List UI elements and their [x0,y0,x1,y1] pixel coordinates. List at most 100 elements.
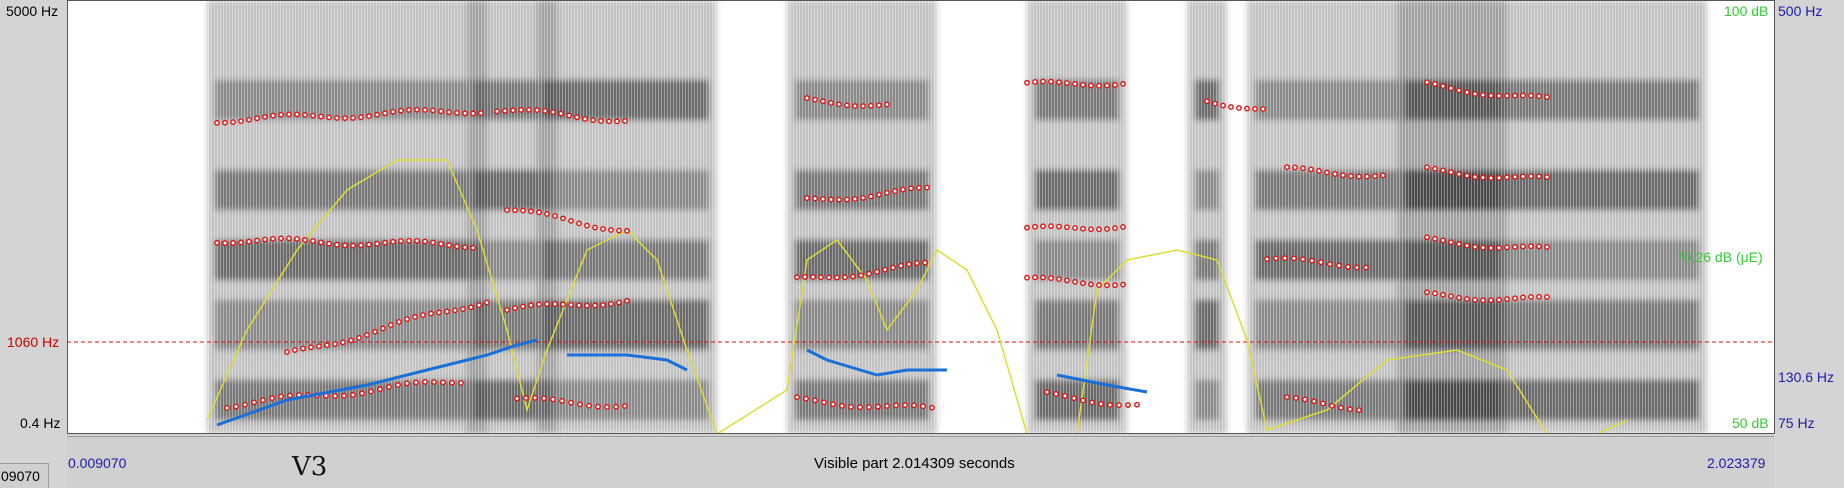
formant-point [1104,226,1110,232]
formant-point [586,402,592,409]
formant-point [1340,172,1346,179]
freq-top-label: 5000 Hz [6,3,59,19]
formant-point [1120,80,1126,87]
time-bar[interactable]: 0.009070 Visible part 2.014309 seconds 2… [67,436,1774,488]
formant-point [890,264,896,271]
formant-point [868,102,874,109]
formant-point [446,242,452,249]
formant-point [1064,224,1070,231]
formant-point [238,239,244,246]
formant-point [372,328,378,335]
formant-point [882,266,888,273]
formant-point [286,235,292,242]
formant-point [1212,100,1218,107]
formant-point [1432,165,1438,172]
formant-point [1520,92,1526,99]
formant-point [1424,234,1430,241]
formant-point [1544,174,1550,180]
formant-point [278,393,284,400]
formant-point [342,242,348,249]
formant-point [1348,173,1354,180]
formant-point [286,111,292,118]
formant-point [608,301,614,307]
tier-start-value: 09070 [1,468,40,484]
visible-part-label[interactable]: Visible part 2.014309 seconds [814,455,1015,472]
pitch-mid-label: 130.6 Hz [1778,369,1835,385]
formant-point [1504,296,1510,302]
formant-point [1204,98,1210,105]
end-time-label[interactable]: 2.023379 [1707,455,1766,471]
formant-point [622,403,628,409]
formant-point [1309,257,1315,264]
spectrogram-panel[interactable] [67,0,1775,434]
formant-point [251,399,257,406]
formant-point [1032,78,1038,85]
formant-point [834,274,840,281]
formant-point [542,107,548,114]
formant-point [230,119,236,126]
formant-point [1072,278,1078,285]
start-time-label[interactable]: 0.009070 [68,455,127,471]
formant-point [818,274,824,281]
formant-point [1332,171,1338,177]
formant-point [422,106,428,113]
formant-point [1380,172,1386,179]
formant-point [1040,274,1046,281]
formant-point [1125,402,1131,408]
formant-point [592,224,598,231]
formant-point [906,261,912,268]
formant-point [568,217,574,224]
formant-point [1424,164,1430,171]
formant-point [318,113,324,120]
formant-point [214,119,220,126]
formant-point [270,235,276,242]
formant-point [1496,296,1502,303]
formant-point [1520,243,1526,250]
formant-point [836,196,842,203]
formant-point [1064,80,1070,86]
formant-point [866,404,872,411]
formant-point [462,244,468,251]
formant-point [1071,395,1077,402]
formant-point [302,111,308,118]
formant-point [262,236,268,243]
formant-point [413,379,419,386]
formant-point [1024,274,1030,281]
formant-point [900,186,906,193]
formant-point [1480,244,1486,251]
formant-point [1088,82,1094,89]
formant-point [804,195,810,201]
formant-point [390,108,396,115]
formant-point [616,227,622,234]
formant-point [606,118,612,125]
formant-point [1372,173,1378,179]
formant-point [1364,173,1370,180]
formant-point [386,384,392,390]
formant-point [302,236,308,243]
formant-point [350,242,356,249]
formant-point [523,395,529,401]
formant-point [254,237,260,244]
formant-point [1104,82,1110,89]
spectrogram-striations [67,0,1775,434]
formant-point [1544,294,1550,300]
formant-point [536,301,542,308]
formant-point [1472,90,1478,97]
formant-point [1472,173,1478,180]
formant-point [550,396,556,403]
formant-point [916,184,922,191]
formant-point [1056,223,1062,230]
formant-point [452,307,458,314]
formant-point [1120,281,1126,288]
formant-point [577,401,583,408]
formant-point [398,107,404,114]
formant-point [544,301,550,307]
formant-point [462,110,468,117]
formant-point [582,115,588,122]
formant-point [920,403,926,410]
formant-point [382,239,388,246]
formant-point [446,109,452,116]
formant-point [377,386,383,393]
formant-point [292,347,298,353]
formant-point [844,196,850,203]
